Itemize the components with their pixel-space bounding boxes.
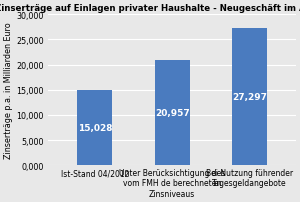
Title: Zinserträge auf Einlagen privater Haushalte - Neugeschäft im April 2012: Zinserträge auf Einlagen privater Hausha… (0, 4, 300, 13)
Bar (77, 90, 112, 165)
Bar (232, 29, 267, 165)
Y-axis label: Zinserträge p.a. in Milliarden Euro: Zinserträge p.a. in Milliarden Euro (4, 22, 13, 158)
Text: 15,028: 15,028 (78, 123, 112, 132)
Text: 20,957: 20,957 (155, 108, 190, 117)
Bar (155, 61, 190, 165)
Text: 27,297: 27,297 (232, 93, 267, 102)
